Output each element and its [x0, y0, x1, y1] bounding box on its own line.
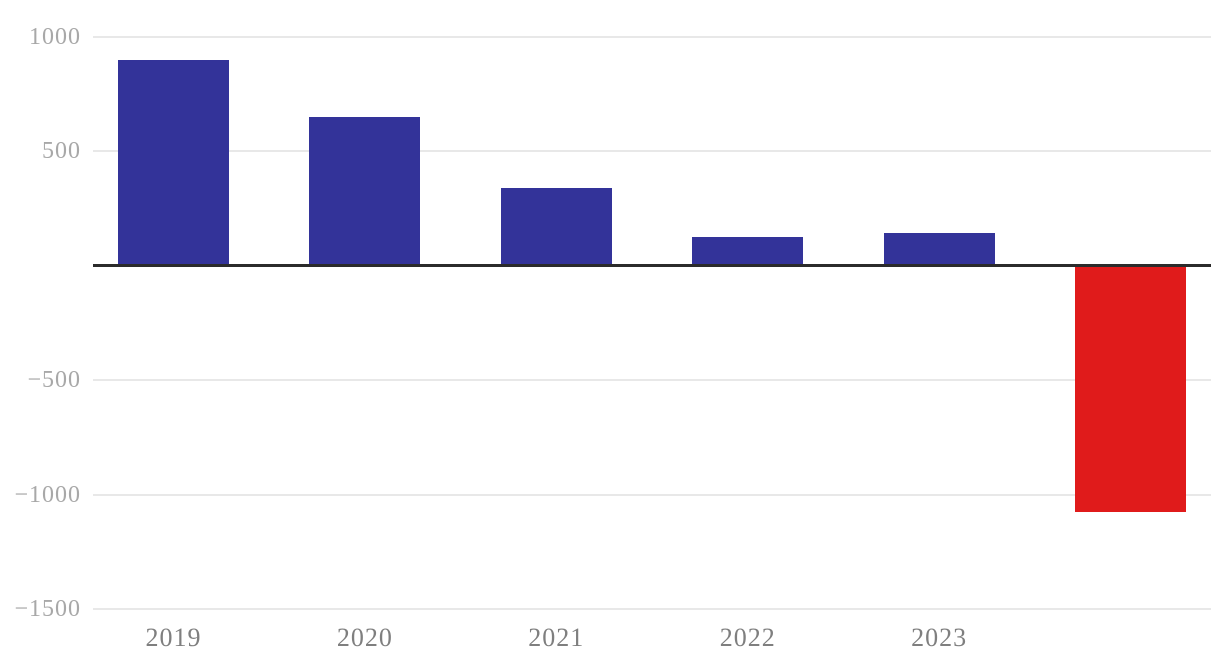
gridline-500 [93, 150, 1211, 153]
x-tick-label-2023: 2023 [911, 623, 968, 652]
bar-2019 [118, 59, 229, 266]
bar-2023 [883, 232, 995, 266]
y-tick-label--500: −500 [27, 367, 81, 394]
bar-2021 [500, 188, 612, 266]
bar-2020 [309, 117, 421, 266]
gridline--1000 [93, 493, 1211, 496]
x-tick-label-2021: 2021 [528, 623, 585, 652]
y-tick-label--1000: −1000 [14, 481, 81, 508]
x-tick-label-2019: 2019 [145, 623, 202, 652]
bar-2022 [692, 237, 804, 266]
gridline--500 [93, 379, 1211, 382]
x-tick-label-2022: 2022 [719, 623, 776, 652]
y-tick-label--1500: −1500 [14, 596, 81, 622]
y-tick-label-1000: 1000 [29, 24, 81, 50]
y-tick-label-500: 500 [42, 138, 81, 165]
x-tick-label-2020: 2020 [336, 623, 393, 652]
gridline-1000 [93, 36, 1211, 38]
bar-col-6 [1075, 265, 1186, 512]
zero-axis-line [93, 264, 1211, 268]
gridline--1500 [93, 608, 1211, 610]
